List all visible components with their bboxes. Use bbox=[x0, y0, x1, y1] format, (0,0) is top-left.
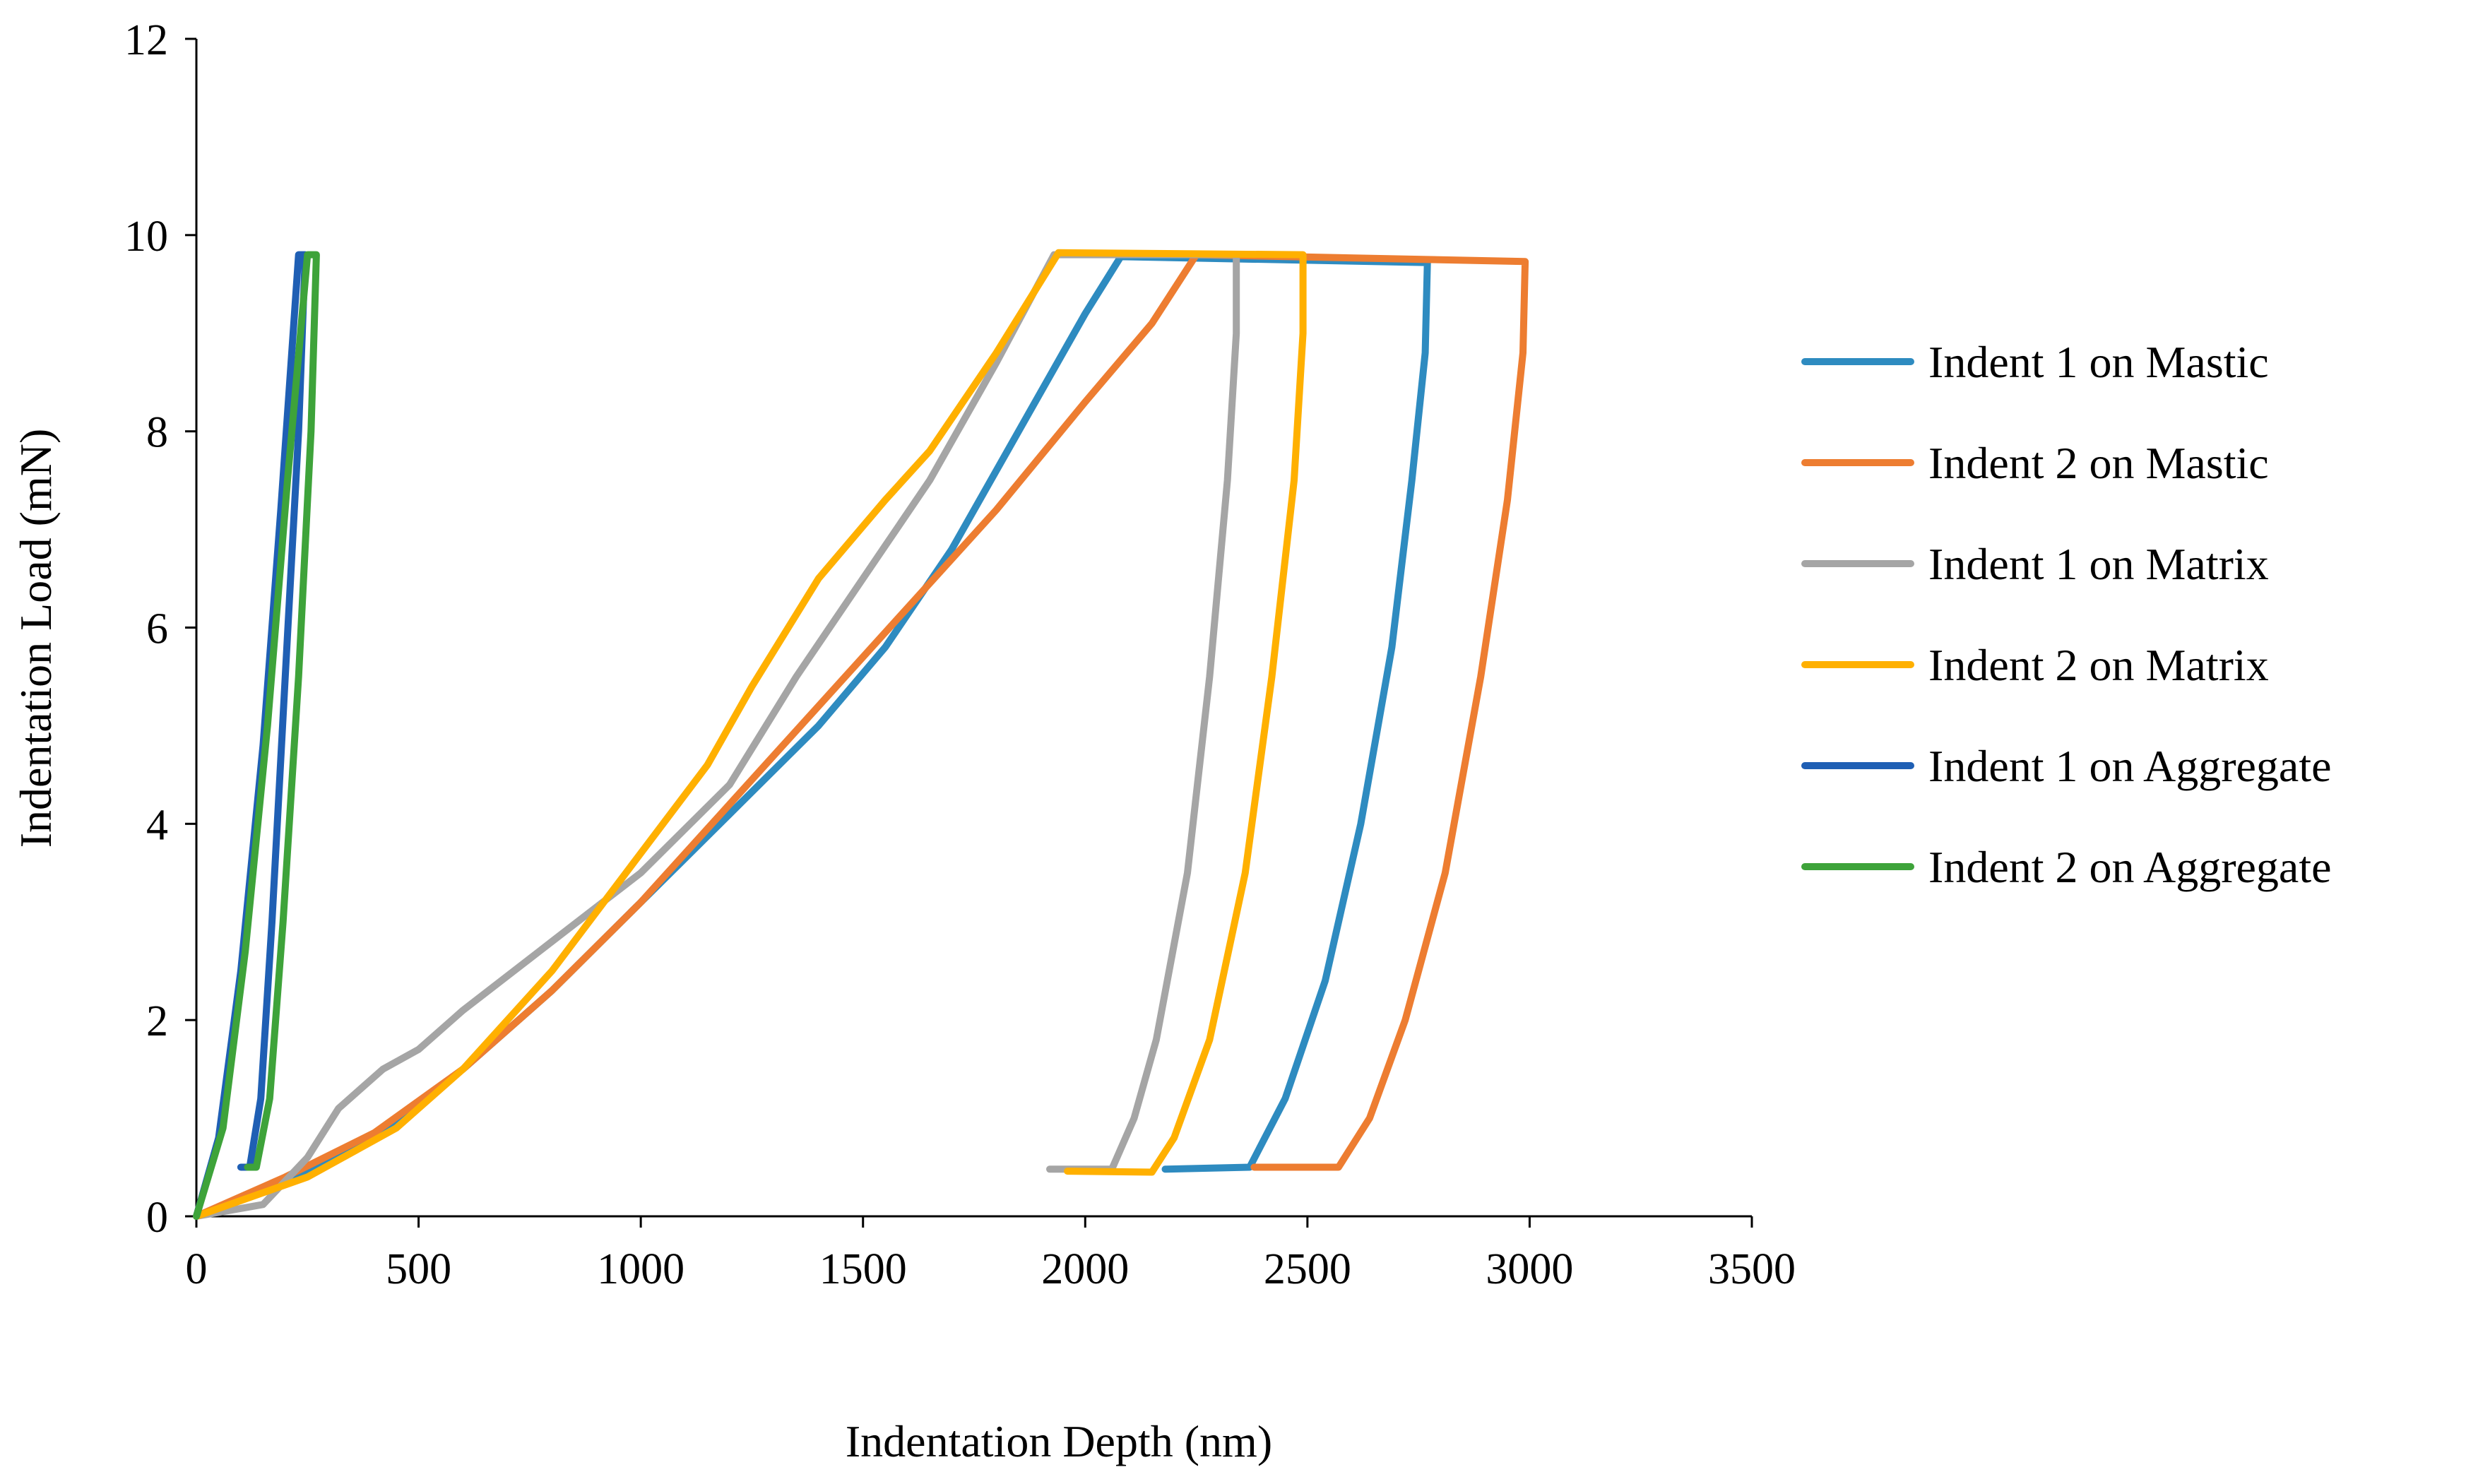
y-tick-label: 4 bbox=[146, 801, 168, 849]
axis-ticks: 0 500 1000 1500 2000 2500 3000 3500 0 2 4 6 8 10 12 bbox=[124, 16, 1796, 1293]
legend-label: Indent 1 on Aggregate bbox=[1928, 741, 2332, 791]
y-tick-label: 2 bbox=[146, 997, 168, 1045]
y-tick-label: 0 bbox=[146, 1194, 168, 1242]
y-tick-label: 12 bbox=[124, 16, 168, 64]
legend-label: Indent 1 on Mastic bbox=[1928, 337, 2269, 387]
y-tick-label: 6 bbox=[146, 605, 168, 653]
legend-label: Indent 2 on Matrix bbox=[1928, 640, 2269, 690]
x-tick-label: 3500 bbox=[1708, 1245, 1796, 1293]
series-line-indent-2-on-mastic bbox=[193, 251, 1529, 1220]
series-line-indent-1-on-matrix bbox=[193, 251, 1240, 1220]
y-tick-label: 8 bbox=[146, 409, 168, 457]
series-line-indent-1-on-aggregate bbox=[193, 251, 309, 1220]
y-tick-label: 10 bbox=[124, 213, 168, 261]
x-tick-label: 1000 bbox=[597, 1245, 684, 1293]
series-line-indent-2-on-aggregate bbox=[193, 251, 320, 1220]
x-tick-label: 3000 bbox=[1486, 1245, 1573, 1293]
x-tick-label: 1500 bbox=[819, 1245, 907, 1293]
x-tick-label: 2500 bbox=[1264, 1245, 1351, 1293]
legend-label: Indent 1 on Matrix bbox=[1928, 539, 2269, 589]
legend-label: Indent 2 on Aggregate bbox=[1928, 842, 2332, 892]
series-lines bbox=[193, 249, 1529, 1220]
legend-label: Indent 2 on Mastic bbox=[1928, 438, 2269, 488]
series-line-indent-2-on-matrix bbox=[193, 249, 1307, 1220]
x-axis-title: Indentation Depth (nm) bbox=[846, 1416, 1272, 1466]
x-tick-label: 2000 bbox=[1041, 1245, 1129, 1293]
x-tick-label: 0 bbox=[186, 1245, 208, 1293]
x-tick-label: 500 bbox=[386, 1245, 451, 1293]
y-axis-title: Indentation Load (mN) bbox=[11, 429, 61, 848]
legend: Indent 1 on Mastic Indent 2 on Mastic Inde… bbox=[1801, 337, 2332, 892]
